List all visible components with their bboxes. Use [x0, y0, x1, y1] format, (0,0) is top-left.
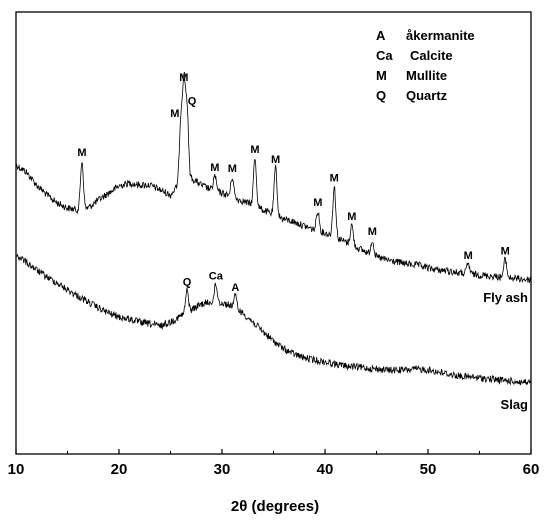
x-tick-label: 20 [111, 461, 128, 478]
x-axis-title: 2θ (degrees) [231, 498, 319, 515]
peak-label: M [250, 144, 259, 156]
legend-symbol: Ca [376, 48, 393, 63]
x-tick-label: 40 [317, 461, 334, 478]
series-group [15, 71, 532, 386]
x-tick-label: 50 [420, 461, 437, 478]
series-name-label: Fly ash [483, 290, 528, 305]
legend-entry-name: Quartz [406, 88, 448, 103]
series-line-fly-ash [15, 71, 532, 284]
legend-symbol: Q [376, 88, 386, 103]
peak-label: Q [183, 276, 192, 288]
peak-label: M [170, 108, 179, 120]
peak-label: M [501, 246, 510, 258]
peak-label: M [210, 162, 219, 174]
legend-entry-name: åkermanite [406, 28, 475, 43]
peak-label: M [330, 173, 339, 185]
x-tick-label: 10 [8, 461, 25, 478]
x-tick-label: 30 [214, 461, 231, 478]
x-tick-label: 60 [523, 461, 540, 478]
peak-label: M [271, 154, 280, 166]
peak-label: M [347, 211, 356, 223]
legend-entry-name: Calcite [410, 48, 453, 63]
plot-frame [15, 11, 532, 455]
peak-label: M [368, 226, 377, 238]
legend-entry-name: Mullite [406, 68, 447, 83]
peak-label: Ca [209, 270, 224, 282]
peak-label: M [464, 250, 473, 262]
peak-label: M [77, 147, 86, 159]
peak-label: M [228, 163, 237, 175]
peak-label: M [179, 72, 188, 84]
legend-symbol: A [376, 28, 386, 43]
series-name-label: Slag [501, 397, 529, 412]
peak-label: A [231, 282, 239, 294]
peak-label: Q [188, 96, 197, 108]
legend-symbol: M [376, 68, 387, 83]
axes: 10 20 30 40 50 60 [8, 11, 540, 478]
series-line-slag [15, 253, 532, 386]
peak-label: M [313, 197, 322, 209]
